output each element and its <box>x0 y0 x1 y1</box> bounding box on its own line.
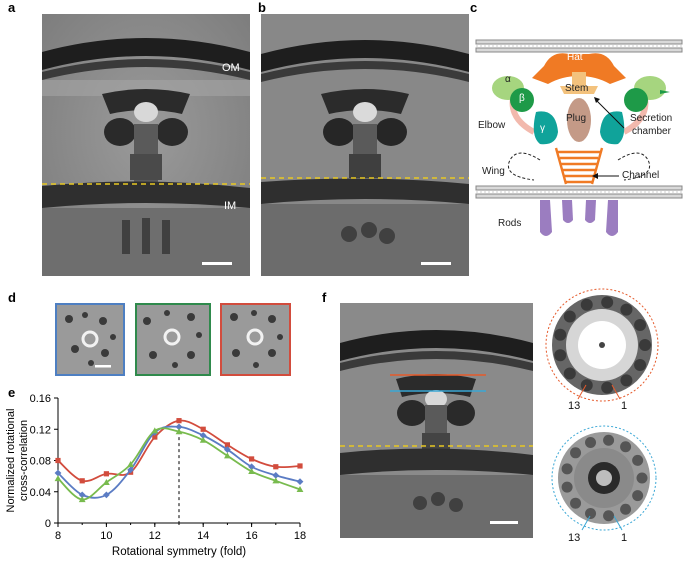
gamma-label: γ <box>540 123 545 134</box>
data-point-square <box>224 442 230 448</box>
panel-c-schematic <box>474 36 684 286</box>
ring-subunit <box>620 303 633 316</box>
ring-subunit <box>570 447 582 459</box>
data-point-diamond <box>296 478 304 485</box>
data-point-square <box>152 434 158 440</box>
ring-subunit <box>601 296 614 309</box>
data-point-triangle <box>224 452 231 459</box>
y-tick-label: 0.16 <box>30 393 51 405</box>
wing-label: Wing <box>482 166 505 177</box>
hat-label: Hat <box>567 52 583 63</box>
ring-top-label-13: 13 <box>568 400 581 412</box>
ring-subunit <box>585 436 597 448</box>
y-axis-label-line1: Normalized rotational <box>5 409 17 513</box>
ring-top-label-1: 1 <box>621 400 628 412</box>
ring-subunit <box>601 381 614 394</box>
secretion-label-2: chamber <box>632 126 671 137</box>
data-point-triangle <box>248 468 255 475</box>
panel-letter-d: d <box>8 290 16 305</box>
ring-subunit <box>603 510 615 522</box>
y-tick-label: 0.04 <box>30 487 51 499</box>
panel-letter-a: a <box>8 0 16 15</box>
secretion-label-1: Secretion <box>630 113 673 124</box>
panel-f-ring-top <box>542 285 662 405</box>
ring-subunit <box>570 497 582 509</box>
rods-label: Rods <box>498 218 522 229</box>
ring-subunit <box>561 463 573 475</box>
ring-subunit <box>620 441 632 453</box>
data-point-triangle <box>272 477 280 484</box>
om-label: OM <box>222 62 240 74</box>
channel-label: Channel <box>622 170 660 181</box>
ring-subunit <box>554 349 567 362</box>
data-point-square <box>103 471 109 477</box>
data-point-triangle <box>151 427 159 434</box>
panel-b-tomogram <box>261 14 469 276</box>
plug-label: Plug <box>566 113 587 124</box>
data-point-square <box>55 457 61 464</box>
panel-f-tomogram <box>340 303 533 538</box>
panel-e-chart: 8 10 12 14 16 18 0 0.04 0.08 0.12 0.16 Rotational s… <box>0 388 315 558</box>
x-axis-label: Rotational symmetry (fold) <box>112 546 246 558</box>
x-tick-label: 18 <box>294 530 306 542</box>
data-point-square <box>200 426 206 432</box>
ring-subunit <box>580 298 593 311</box>
data-point-square <box>249 456 255 462</box>
data-point-triangle <box>78 496 86 503</box>
panel-a-tomogram <box>42 14 250 276</box>
alpha-label: α <box>505 74 511 85</box>
x-tick-label: 12 <box>149 530 161 542</box>
ring-subunit <box>636 472 648 484</box>
panel-d-slice-green <box>135 303 211 376</box>
x-tick-label: 10 <box>100 530 112 542</box>
data-point-triangle <box>199 436 207 443</box>
x-tick-label: 8 <box>55 530 61 542</box>
panel-letter-f: f <box>322 290 327 305</box>
ring-subunit <box>620 503 632 515</box>
data-point-square <box>79 478 85 484</box>
data-point-square <box>297 463 303 469</box>
panel-letter-c: c <box>470 0 478 15</box>
data-point-triangle <box>175 428 183 435</box>
y-tick-label: 0.12 <box>30 424 51 436</box>
data-point-triangle <box>54 475 62 482</box>
data-point-triangle <box>296 486 304 493</box>
panel-f-ring-bottom <box>548 422 660 534</box>
elbow-label: Elbow <box>478 120 506 131</box>
ring-subunit <box>554 328 567 341</box>
ring-subunit <box>563 367 576 380</box>
panel-letter-b: b <box>258 0 266 15</box>
ring-subunit <box>603 434 615 446</box>
data-point-square <box>176 418 182 424</box>
y-tick-label: 0 <box>45 518 51 530</box>
beta-label: β <box>519 93 525 104</box>
ring-subunit <box>585 508 597 520</box>
ring-subunit <box>563 310 576 323</box>
ring-subunit <box>639 339 651 351</box>
x-tick-label: 14 <box>197 530 209 542</box>
ring-subunit <box>580 379 593 392</box>
data-point-triangle <box>127 461 134 468</box>
ring-bottom-label-13: 13 <box>568 532 581 544</box>
ring-subunit <box>632 490 644 502</box>
y-axis-label-line2: cross-correlation <box>18 420 30 501</box>
data-point-square <box>273 464 279 470</box>
ring-subunit <box>561 481 573 493</box>
panel-d-slice-blue <box>55 303 125 376</box>
ring-bottom-label-1: 1 <box>621 532 628 544</box>
panel-letter-e: e <box>8 385 16 400</box>
stem-label: Stem <box>565 83 589 94</box>
data-point-triangle <box>103 478 110 485</box>
x-tick-label: 16 <box>245 530 257 542</box>
ring-subunit <box>632 454 644 466</box>
y-tick-label: 0.08 <box>30 456 51 468</box>
ring-subunit <box>620 374 633 387</box>
ring-subunit <box>634 358 647 371</box>
ring-subunit <box>634 319 647 332</box>
im-label: IM <box>224 200 237 212</box>
panel-d-slice-red <box>220 303 291 376</box>
